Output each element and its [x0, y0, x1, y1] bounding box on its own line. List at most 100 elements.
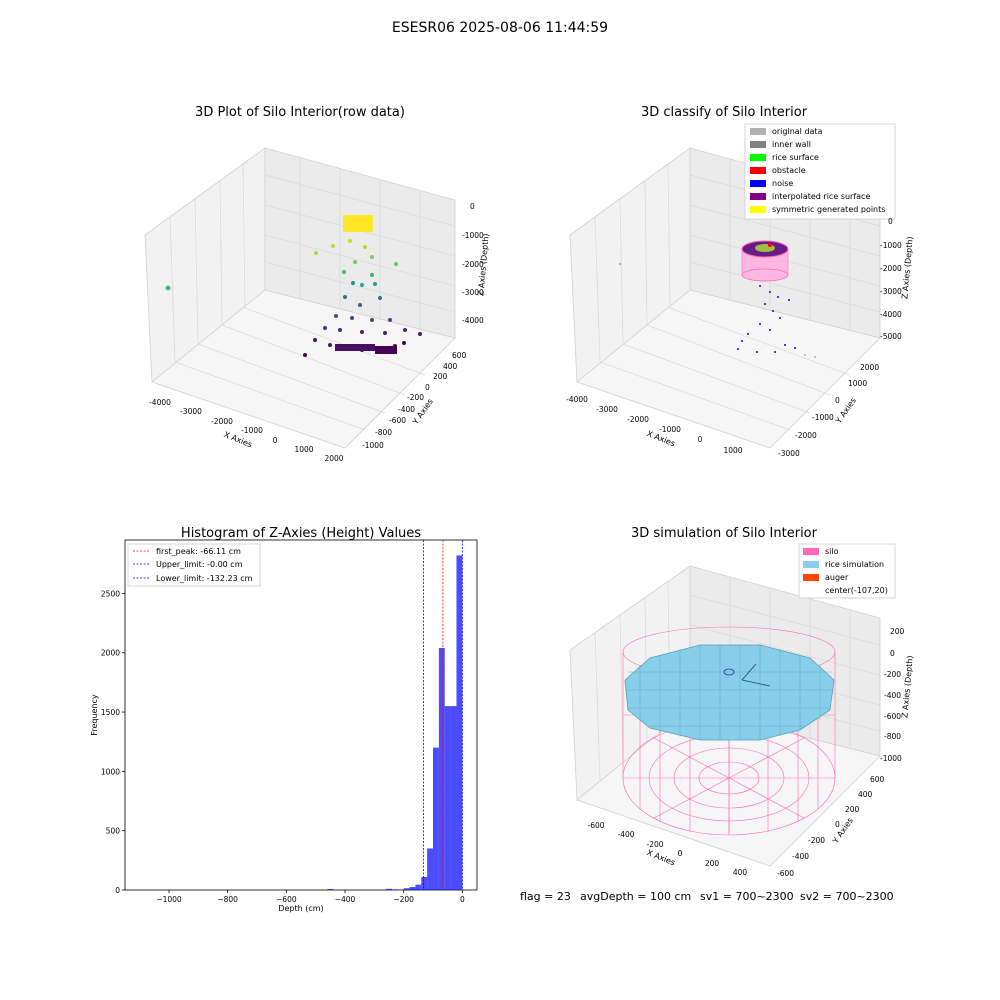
- classify-xtick-4: 0: [698, 435, 703, 444]
- simulation-legend-swatch-1: [803, 561, 819, 568]
- simulation-legend-swatch-0: [803, 548, 819, 555]
- classify-legend-label-0: original data: [772, 127, 823, 136]
- panel-simulation-3d: 3D simulation of Silo Interior: [569, 526, 915, 878]
- classify-xtick-5: 1000: [723, 446, 742, 455]
- classify-legend-swatch-4: [750, 180, 766, 187]
- classify-legend-label-6: symmetric generated points: [772, 205, 885, 214]
- simulation-y-ticks: 600 400 200 0 -200 -400 -600: [777, 775, 885, 878]
- hist-legend-label-0: first_peak: -66.11 cm: [156, 547, 241, 556]
- raw-ytick-3: 0: [425, 383, 430, 392]
- hist-vlines: [423, 540, 463, 890]
- classify-ztick-1: -1000: [880, 241, 902, 250]
- raw-y-ticks: 600 400 200 0 -200 -400 -600 -800 -1000: [362, 351, 467, 450]
- raw-xtick-0: -4000: [149, 398, 171, 407]
- raw-ytick-6: -600: [389, 416, 406, 425]
- classify-ytick-1: 1000: [848, 379, 867, 388]
- classify-legend-label-5: interpolated rice surface: [772, 192, 870, 201]
- simulation-title: 3D simulation of Silo Interior: [631, 526, 818, 541]
- simulation-xlabel: X Axies: [646, 848, 677, 867]
- classify-ztick-0: 0: [888, 217, 893, 226]
- hist-bar: [327, 889, 334, 890]
- raw-zlabel: Z Axies (Depth): [476, 233, 490, 296]
- hist-xtick-label: −600: [276, 895, 297, 904]
- classify-legend-swatch-1: [750, 141, 766, 148]
- simulation-legend-label-0: silo: [825, 547, 839, 556]
- hist-ytick-label: 1000: [101, 767, 120, 776]
- classify-legend-label-1: inner wall: [772, 140, 811, 149]
- raw-ytick-1: 400: [443, 362, 458, 371]
- hist-legend-label-2: Lower_limit: -132.23 cm: [156, 574, 253, 583]
- hist-bar: [438, 647, 445, 890]
- hist-xticks: −1000 −800 −600 −400 −200 0: [156, 890, 465, 904]
- hist-plot-frame: [124, 539, 478, 891]
- hist-bar: [386, 888, 392, 890]
- simulation-ztick-4: -600: [884, 712, 901, 721]
- classify-x-ticks: -4000 -3000 -2000 -1000 0 1000: [566, 395, 743, 455]
- raw-xtick-2: -2000: [211, 417, 233, 426]
- classify-ytick-0: 2000: [860, 363, 879, 372]
- simulation-ytick-6: -600: [777, 869, 794, 878]
- figure-suptitle: ESESR06 2025-08-06 11:44:59: [392, 20, 608, 36]
- hist-yticks: 0 500 1000 1500 2000 2500: [101, 589, 125, 895]
- simulation-legend-label-3: center(-107,20): [825, 586, 888, 595]
- hist-bar: [444, 706, 451, 890]
- hist-title: Histogram of Z-Axies (Height) Values: [181, 526, 421, 541]
- hist-bars: [327, 555, 463, 890]
- raw-ytick-0: 600: [452, 351, 467, 360]
- classify-legend-swatch-0: [750, 128, 766, 135]
- raw-xtick-6: 2000: [324, 454, 343, 463]
- raw-ztick-1: -1000: [462, 231, 484, 240]
- simulation-ytick-2: 200: [845, 805, 860, 814]
- hist-ytick-label: 0: [115, 886, 120, 895]
- panel-histogram: Histogram of Z-Axies (Height) Values −10…: [90, 526, 478, 913]
- hist-ytick-label: 1500: [101, 708, 120, 717]
- raw-title: 3D Plot of Silo Interior(row data): [195, 105, 405, 120]
- raw-axes-box: [144, 147, 456, 449]
- hist-ytick-label: 500: [106, 827, 121, 836]
- footer-sv2: sv2 = 700~2300: [800, 890, 894, 903]
- panel-classify-3d: 3D classify of Silo Interior: [566, 105, 915, 458]
- raw-ytick-4: -200: [407, 393, 424, 402]
- simulation-legend-label-1: rice simulation: [825, 560, 884, 569]
- simulation-legend-swatch-2: [803, 574, 819, 581]
- classify-xtick-0: -4000: [566, 395, 588, 404]
- raw-z-ticks: 0 -1000 -2000 -3000 -4000: [462, 202, 484, 325]
- hist-xtick-label: −1000: [156, 895, 182, 904]
- classify-legend-swatch-6: [750, 206, 766, 213]
- hist-bar: [433, 747, 439, 890]
- hist-bar: [427, 848, 433, 890]
- raw-ytick-7: -800: [375, 428, 392, 437]
- raw-xtick-1: -3000: [180, 407, 202, 416]
- simulation-xtick-3: 0: [678, 849, 683, 858]
- classify-ytick-2: 0: [835, 396, 840, 405]
- simulation-ztick-0: 200: [890, 627, 905, 636]
- classify-ytick-3: -1000: [812, 413, 834, 422]
- hist-xtick-label: −800: [217, 895, 238, 904]
- raw-ztick-0: 0: [470, 202, 475, 211]
- hist-xtick-label: 0: [460, 895, 465, 904]
- classify-xtick-2: -2000: [627, 415, 649, 424]
- raw-point-cloud: [165, 215, 422, 357]
- classify-legend-swatch-3: [750, 167, 766, 174]
- classify-xtick-3: -1000: [659, 425, 681, 434]
- simulation-xtick-5: 400: [733, 868, 748, 877]
- hist-bar: [450, 706, 457, 890]
- simulation-ztick-6: -1000: [880, 754, 902, 763]
- classify-y-ticks: 2000 1000 0 -1000 -2000 -3000: [778, 363, 879, 458]
- hist-bar: [415, 884, 422, 890]
- hist-xlabel: Depth (cm): [278, 904, 323, 913]
- simulation-xtick-0: -600: [587, 821, 604, 830]
- hist-bar: [421, 876, 428, 890]
- hist-ylabel: Frequency: [90, 694, 99, 736]
- classify-xtick-1: -3000: [596, 405, 618, 414]
- simulation-ytick-1: 400: [858, 790, 873, 799]
- classify-z-ticks: 0 -1000 -2000 -3000 -4000 -5000: [880, 217, 902, 341]
- panel-raw-3d: 3D Plot of Silo Interior(row data): [144, 105, 491, 463]
- simulation-legend: silo rice simulation auger center(-107,2…: [798, 543, 896, 599]
- simulation-ztick-2: -200: [884, 670, 901, 679]
- simulation-ytick-4: -200: [808, 836, 825, 845]
- simulation-zlabel: Z Axies (Depth): [900, 655, 914, 718]
- classify-legend-swatch-5: [750, 193, 766, 200]
- classify-legend-label-3: obstacle: [772, 166, 806, 175]
